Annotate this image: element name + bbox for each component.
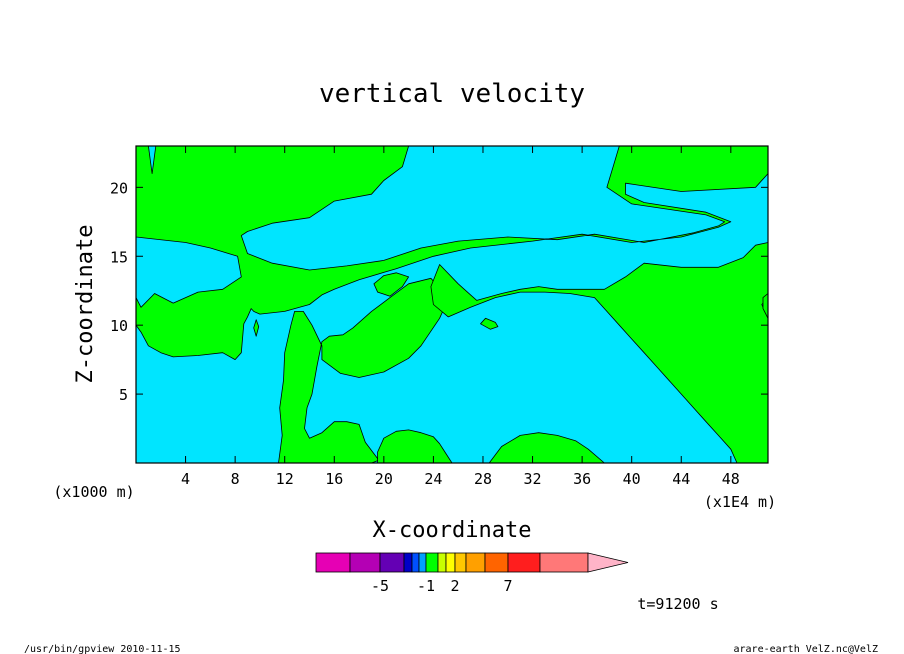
y-tick-label: 5 [119,386,128,404]
plot-frame [135,145,769,464]
colorbar-label: 7 [503,577,512,595]
colorbar-swatch [437,552,447,573]
x-tick-label: 36 [573,470,591,488]
colorbar-swatch [484,552,509,573]
x-tick-label: 8 [231,470,240,488]
x-unit-right: (x1E4 m) [704,493,776,511]
positive-region-7 [253,319,260,337]
positive-region-1 [278,277,447,463]
x-unit-left: (x1000 m) [53,483,134,501]
x-tick-label: 48 [722,470,740,488]
x-tick-label: 24 [424,470,442,488]
positive-region-4 [488,432,605,463]
y-tick-label: 10 [110,317,128,335]
y-axis-ticks: 5 10 15 20 [110,179,768,404]
y-tick-label: 20 [110,179,128,197]
time-label: t=91200 s [637,595,718,613]
positive-region-2 [430,242,768,463]
x-tick-label: 16 [325,470,343,488]
colorbar-swatch [418,552,427,573]
chart-title: vertical velocity [319,79,585,109]
positive-region-5 [373,272,410,297]
colorbar-swatch [539,552,589,573]
x-tick-label: 4 [181,470,190,488]
colorbar-arrow [587,552,629,573]
positive-region-6 [480,317,499,330]
colorbar-swatch [454,552,467,573]
positive-region-0 [136,146,768,463]
x-tick-label: 44 [672,470,690,488]
colorbar-label: -1 [417,577,435,595]
x-tick-label: 32 [524,470,542,488]
colorbar-swatch [315,552,351,573]
x-tick-label: 40 [623,470,641,488]
colorbar-swatch [379,552,405,573]
y-axis-label: Z-coordinate [73,225,98,384]
colorbar-swatch [403,552,413,573]
colorbar-swatch [507,552,541,573]
positive-velocity-regions [136,146,768,463]
colorbar: -5 -1 2 7 [315,552,629,595]
plot-area [136,146,768,463]
colorbar-swatch [349,552,381,573]
x-axis-ticks: 4 8 12 16 20 24 28 32 36 40 44 48 [181,146,740,488]
x-tick-label: 28 [474,470,492,488]
colorbar-label: -5 [371,577,389,595]
colorbar-swatch [425,552,439,573]
footer-left: /usr/bin/gpview 2010-11-15 [24,644,181,654]
colorbar-swatch [445,552,456,573]
colorbar-swatch [411,552,420,573]
positive-region-3 [377,429,453,463]
y-tick-label: 15 [110,248,128,266]
x-axis-label: X-coordinate [373,518,532,543]
x-tick-label: 20 [375,470,393,488]
footer-right: arare-earth_VelZ.nc@VelZ [734,644,879,654]
colorbar-swatch [465,552,486,573]
colorbar-label: 2 [450,577,459,595]
positive-region-8 [762,293,768,319]
x-tick-label: 12 [276,470,294,488]
